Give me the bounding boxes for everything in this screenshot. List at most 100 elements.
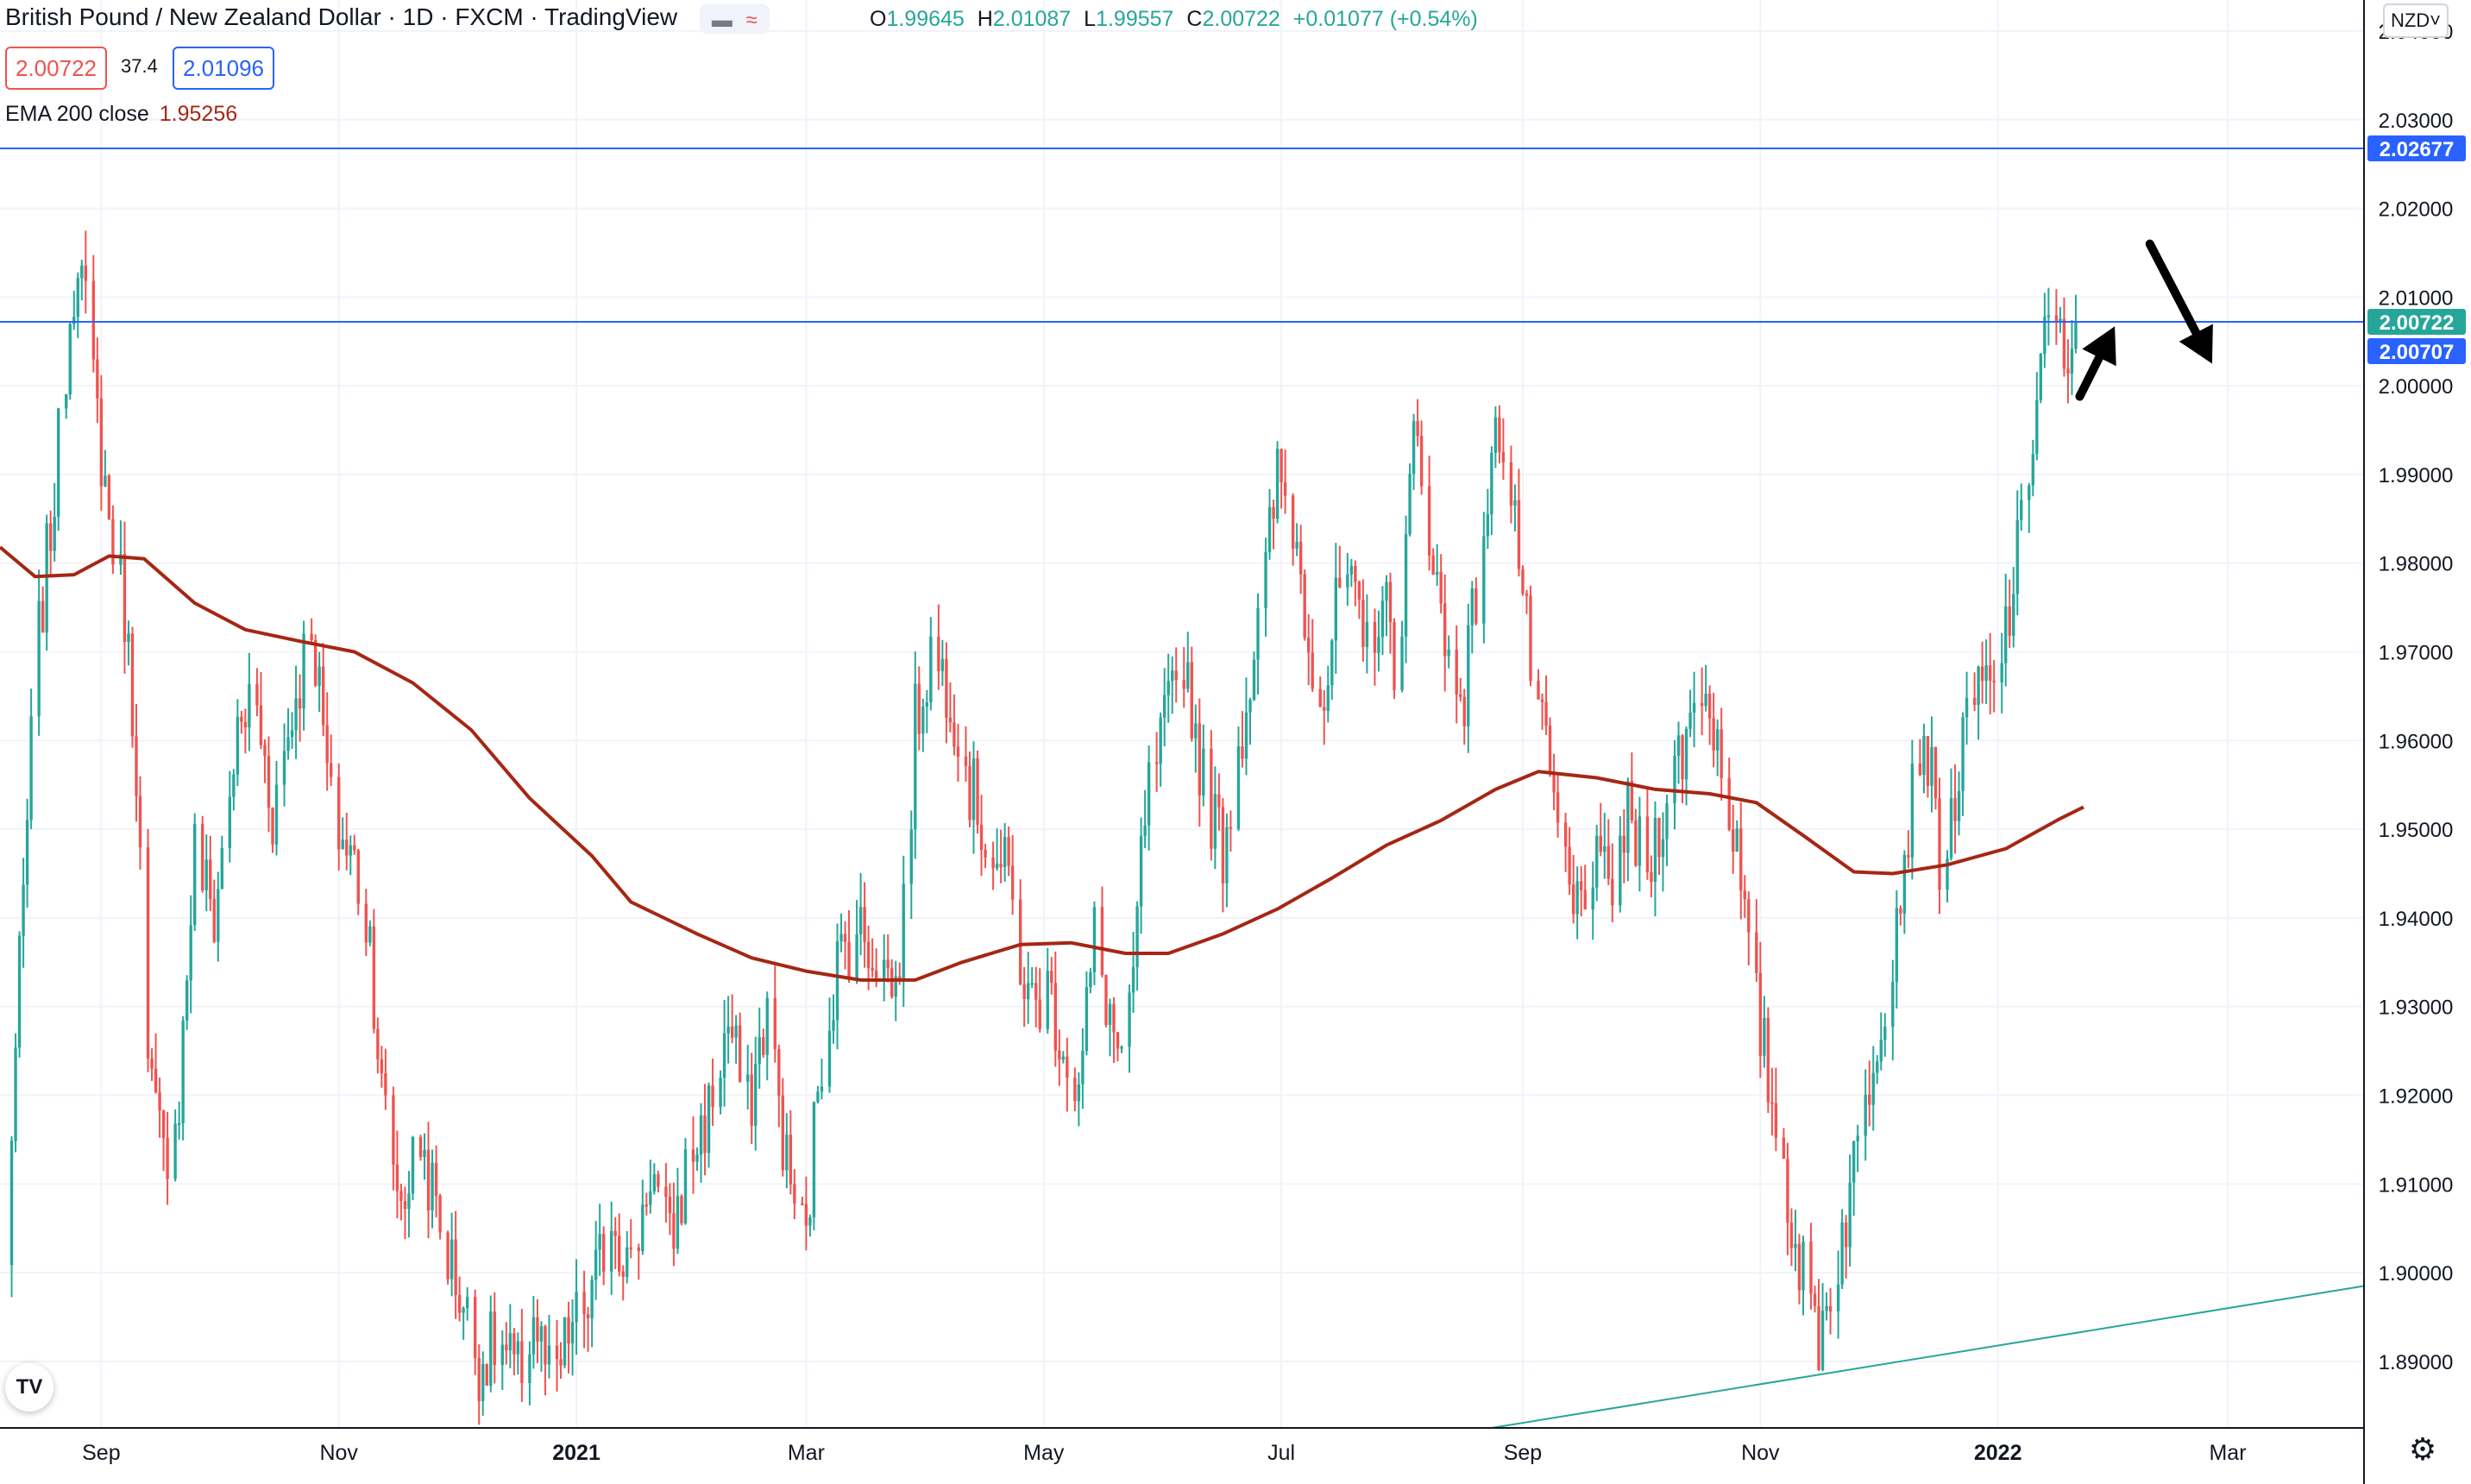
candle-body bbox=[921, 707, 925, 734]
candle-body bbox=[1455, 649, 1458, 695]
candle-body bbox=[2054, 315, 2059, 322]
candle-body bbox=[773, 997, 777, 1050]
candle-body bbox=[2043, 317, 2047, 355]
candle-body bbox=[310, 633, 313, 640]
candle-body bbox=[68, 324, 72, 395]
buy-price-button[interactable]: 2.01096 bbox=[173, 47, 274, 90]
wave-icon[interactable]: ≈ bbox=[745, 8, 758, 32]
candle-body bbox=[668, 1197, 672, 1214]
candle-body bbox=[1529, 595, 1532, 682]
candle-body bbox=[1493, 417, 1498, 453]
candle-body bbox=[676, 1196, 680, 1249]
candle-body bbox=[298, 698, 302, 709]
candle-body bbox=[1599, 835, 1602, 852]
candle-body bbox=[318, 666, 321, 686]
candle-body bbox=[1388, 582, 1393, 623]
candle-body bbox=[1794, 1243, 1797, 1248]
price-label-box bbox=[2367, 337, 2466, 364]
tradingview-logo-icon[interactable]: TV bbox=[5, 1363, 53, 1412]
candle-body bbox=[1712, 718, 1715, 751]
candle-body bbox=[2070, 349, 2074, 374]
candle-body bbox=[594, 1249, 598, 1280]
indicator-legend[interactable]: EMA 200 close 1.95256 bbox=[5, 102, 237, 127]
candle-body bbox=[1809, 1242, 1813, 1294]
candle-body bbox=[1073, 1078, 1077, 1102]
candle-body bbox=[1844, 1222, 1848, 1248]
candle-body bbox=[1910, 764, 1915, 858]
candle-body bbox=[512, 1333, 516, 1355]
sell-price-button[interactable]: 2.00722 bbox=[5, 47, 107, 90]
candle-body bbox=[1050, 971, 1053, 984]
candle-body bbox=[1349, 566, 1354, 575]
candle-body bbox=[1676, 735, 1681, 756]
gear-icon[interactable]: ⚙ bbox=[2408, 1431, 2437, 1467]
candle-body bbox=[1836, 1284, 1840, 1312]
candle-body bbox=[1166, 681, 1170, 695]
candle-body bbox=[1661, 839, 1665, 858]
candle-body bbox=[337, 777, 341, 850]
candle-body bbox=[1162, 695, 1166, 718]
candle-body bbox=[294, 698, 298, 731]
candle-body bbox=[629, 1247, 632, 1249]
x-tick-label: 2021 bbox=[552, 1441, 600, 1465]
candle-body bbox=[17, 935, 22, 1048]
arrow-head bbox=[2082, 326, 2116, 367]
symbol-title[interactable]: British Pound / New Zealand Dollar · 1D … bbox=[5, 3, 678, 30]
candle-body bbox=[1198, 723, 1202, 795]
candle-body bbox=[1346, 574, 1349, 588]
candle-body bbox=[968, 765, 971, 821]
ema-200-line bbox=[0, 545, 2084, 982]
candle-body bbox=[1373, 621, 1377, 653]
candle-body bbox=[657, 1173, 660, 1187]
candle-body bbox=[1112, 1003, 1116, 1033]
candle-body bbox=[426, 1149, 431, 1210]
candle-body bbox=[1868, 1094, 1871, 1105]
candle-body bbox=[1116, 1032, 1120, 1049]
candle-body bbox=[1634, 820, 1638, 866]
candle-body bbox=[1447, 649, 1450, 657]
x-tick-label: May bbox=[1023, 1441, 1065, 1465]
candle-body bbox=[894, 976, 897, 997]
candle-body bbox=[940, 658, 945, 671]
candle-body bbox=[832, 1020, 835, 1031]
candle-body bbox=[1700, 702, 1704, 707]
candle-body bbox=[457, 1294, 462, 1313]
candle-body bbox=[816, 1091, 820, 1103]
candle-body bbox=[1681, 735, 1684, 780]
x-tick-label: Mar bbox=[2209, 1441, 2246, 1465]
candle-body bbox=[1720, 729, 1723, 778]
candle-body bbox=[76, 278, 79, 318]
candle-body bbox=[1131, 966, 1135, 993]
candle-body bbox=[1758, 972, 1763, 1056]
candle-body bbox=[1027, 983, 1030, 1000]
candle-body bbox=[929, 636, 933, 703]
candle-body bbox=[1467, 625, 1470, 726]
candle-body bbox=[1022, 984, 1026, 1000]
legend-toggle[interactable]: ▬ ≈ bbox=[699, 3, 770, 34]
candle-body bbox=[349, 845, 352, 856]
candle-body bbox=[173, 1123, 177, 1179]
candle-body bbox=[582, 1292, 586, 1315]
candle-body bbox=[1517, 500, 1521, 569]
candle-body bbox=[1548, 726, 1552, 774]
candle-body bbox=[1922, 736, 1926, 776]
candle-body bbox=[508, 1333, 512, 1351]
candle-body bbox=[65, 394, 68, 409]
candle-body bbox=[902, 883, 905, 981]
currency-selector[interactable]: NZD˅ bbox=[2383, 3, 2449, 38]
candle-body bbox=[1241, 746, 1244, 759]
spread-value: 37.4 bbox=[121, 47, 158, 86]
candle-body bbox=[1789, 1223, 1794, 1248]
candle-body bbox=[649, 1191, 652, 1205]
candle-body bbox=[722, 1033, 726, 1078]
candle-body bbox=[84, 265, 88, 281]
y-tick-label: 1.90000 bbox=[2379, 1262, 2454, 1286]
candle-body bbox=[1147, 762, 1151, 826]
candle-body bbox=[516, 1341, 520, 1355]
candle-body bbox=[1715, 729, 1720, 751]
candle-body bbox=[1323, 707, 1326, 711]
eye-icon[interactable]: ▬ bbox=[711, 8, 732, 32]
candle-body bbox=[1949, 798, 1953, 858]
price-label-text: 2.00707 bbox=[2380, 341, 2455, 364]
